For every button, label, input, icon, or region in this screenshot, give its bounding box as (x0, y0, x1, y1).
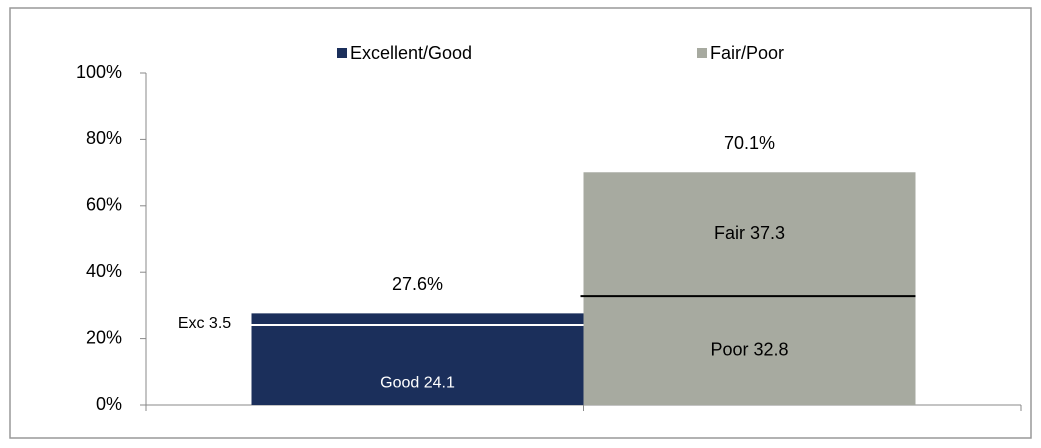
y-tick-label: 60% (86, 195, 122, 215)
bar-segment (251, 324, 584, 405)
segment-label: Good 24.1 (380, 375, 455, 392)
bar-segment (251, 313, 584, 325)
y-tick-label: 80% (86, 128, 122, 148)
bar-segment (583, 172, 916, 297)
y-tick-label: 40% (86, 261, 122, 281)
label-bg (161, 310, 248, 337)
y-tick-label: 20% (86, 327, 122, 347)
y-tick-label: 100% (76, 62, 122, 82)
segment-label: Fair 37.3 (714, 223, 785, 243)
legend-swatch (697, 48, 707, 58)
legend-label: Excellent/Good (350, 43, 472, 63)
legend-label: Fair/Poor (710, 43, 784, 63)
segment-label: Poor 32.8 (710, 339, 788, 359)
bar-segment (583, 296, 916, 405)
legend-swatch (337, 48, 347, 58)
segment-label: Exc 3.5 (178, 315, 231, 332)
total-label: 70.1% (724, 133, 775, 153)
total-label: 27.6% (392, 274, 443, 294)
y-tick-label: 0% (96, 394, 122, 414)
